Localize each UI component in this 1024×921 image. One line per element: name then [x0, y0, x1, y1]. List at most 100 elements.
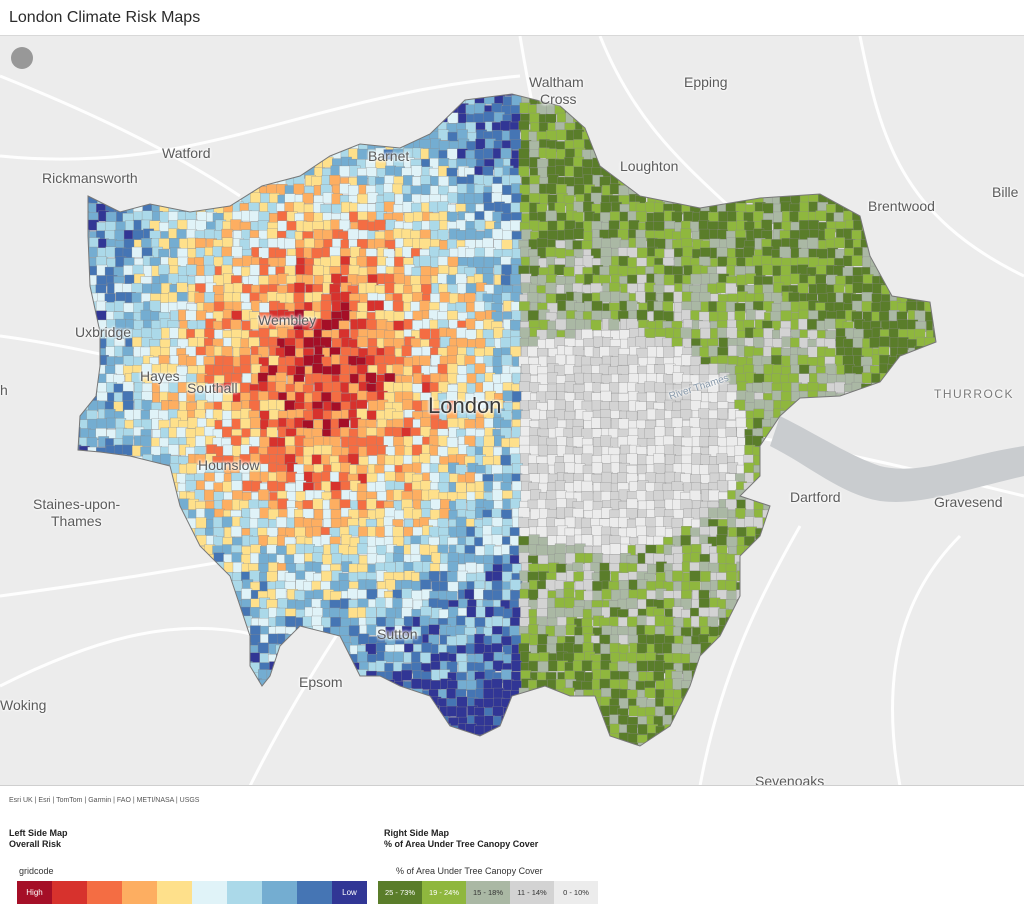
- map-cell: [826, 174, 838, 186]
- map-cell: [447, 363, 458, 375]
- map-cell: [762, 264, 773, 276]
- map-cell: [925, 256, 936, 268]
- map-cell: [878, 419, 890, 431]
- map-cell: [653, 273, 665, 285]
- map-cell: [368, 400, 379, 412]
- map-cell: [689, 149, 701, 161]
- map-cell: [907, 138, 919, 150]
- map-cell: [717, 327, 729, 339]
- map-cell: [303, 337, 315, 348]
- map-cell: [205, 104, 217, 116]
- map-cell: [160, 490, 172, 502]
- map-cell: [636, 525, 647, 537]
- map-cell: [905, 273, 917, 285]
- map-canvas[interactable]: [0, 36, 1024, 786]
- map-cell: [887, 247, 899, 259]
- map-cell: [898, 446, 910, 457]
- map-cell: [195, 122, 206, 134]
- map-cell: [88, 400, 99, 412]
- map-cell: [914, 112, 926, 124]
- map-cell: [925, 518, 936, 529]
- map-cell: [934, 148, 936, 160]
- map-cell: [105, 536, 117, 548]
- map-cell: [383, 435, 395, 447]
- map-cell: [844, 420, 856, 431]
- map-cell: [825, 102, 836, 114]
- map-cell: [429, 103, 440, 115]
- map-cell: [482, 273, 494, 285]
- map-cell: [626, 300, 638, 312]
- map-cell: [735, 147, 747, 159]
- map-cell: [699, 168, 710, 179]
- map-cell: [869, 337, 881, 348]
- map-cell: [160, 185, 172, 197]
- map-cell: [897, 147, 909, 159]
- map-cell: [861, 372, 873, 384]
- map-cell: [321, 392, 332, 403]
- map-cell: [141, 543, 153, 555]
- map-cell: [770, 526, 782, 538]
- map-cell: [896, 354, 908, 366]
- map-cell: [554, 480, 566, 492]
- map-cell: [115, 102, 127, 114]
- map-cell: [249, 210, 260, 222]
- map-cell: [736, 156, 748, 168]
- map-cell: [340, 129, 351, 141]
- map-cell: [78, 455, 80, 467]
- map-cell: [914, 390, 926, 402]
- map-cell: [690, 104, 702, 116]
- map-cell: [727, 103, 738, 115]
- map-cell: [626, 498, 638, 510]
- map-cell: [770, 165, 782, 177]
- map-cell: [295, 94, 306, 97]
- map-cell: [645, 131, 656, 143]
- map-cell: [907, 256, 919, 268]
- map-cell: [879, 336, 890, 348]
- map-cell: [293, 103, 305, 114]
- map-cell: [935, 94, 936, 98]
- map-cell: [773, 463, 785, 474]
- map-cell: [637, 185, 649, 197]
- map-view[interactable]: Waltham Cross Epping Watford Barnet Loughton R…: [0, 36, 1024, 786]
- map-cell: [419, 355, 431, 367]
- map-cell: [888, 229, 899, 241]
- map-cell: [700, 130, 712, 142]
- map-cell: [781, 157, 793, 169]
- map-cell: [113, 130, 125, 142]
- map-cell: [932, 113, 936, 125]
- map-cell: [825, 420, 837, 431]
- map-cell: [348, 112, 360, 124]
- map-cell: [194, 489, 206, 501]
- map-cell: [862, 147, 874, 159]
- map-cell: [746, 309, 757, 321]
- map-cell: [313, 138, 325, 150]
- map-cell: [725, 183, 737, 195]
- map-cell: [835, 130, 847, 142]
- map-cell: [826, 185, 837, 197]
- map-cell: [394, 445, 406, 457]
- map-cell: [653, 212, 665, 223]
- map-cell: [602, 113, 613, 125]
- map-cell: [430, 113, 442, 125]
- map-cell: [196, 129, 208, 141]
- map-cell: [79, 184, 91, 196]
- map-cell: [853, 167, 864, 179]
- map-cell: [844, 94, 856, 98]
- map-cell: [78, 230, 81, 242]
- map-cell: [465, 283, 477, 295]
- map-cell: [572, 426, 584, 438]
- map-cell: [376, 94, 388, 97]
- map-cell: [932, 303, 936, 314]
- map-cell: [611, 138, 622, 150]
- map-cell: [241, 94, 252, 105]
- map-cell: [644, 381, 656, 393]
- map-cell: [735, 417, 747, 429]
- map-cell: [437, 229, 449, 241]
- map-cell: [906, 165, 917, 177]
- map-cell: [276, 94, 288, 96]
- map-cell: [602, 140, 613, 152]
- map-cell: [708, 436, 719, 448]
- map-cell: [934, 409, 936, 421]
- map-cell: [889, 102, 900, 114]
- map-cell: [852, 300, 863, 312]
